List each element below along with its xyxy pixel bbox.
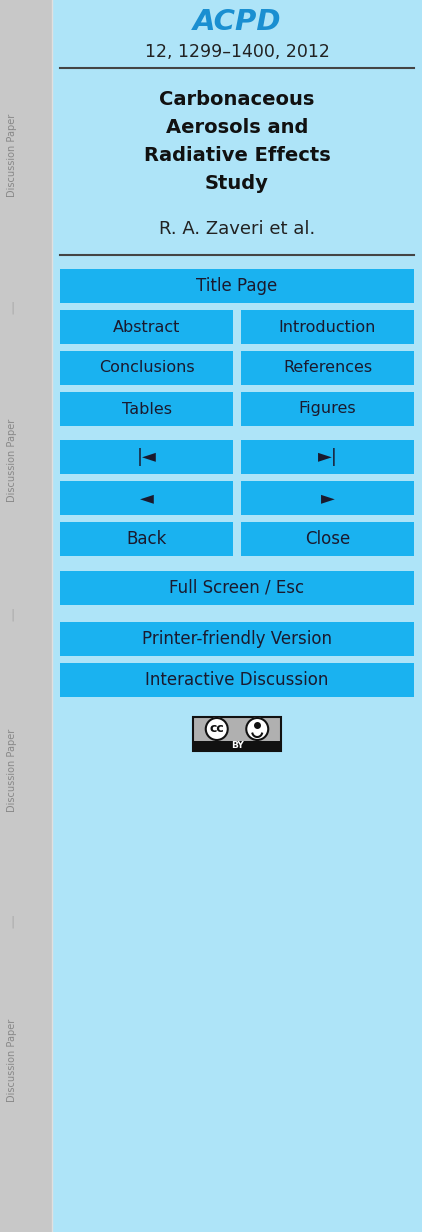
Text: Study: Study bbox=[205, 174, 269, 193]
FancyBboxPatch shape bbox=[60, 480, 233, 515]
Text: |◄: |◄ bbox=[137, 448, 157, 466]
Text: Carbonaceous: Carbonaceous bbox=[160, 90, 315, 108]
Circle shape bbox=[246, 718, 268, 740]
Text: |: | bbox=[11, 302, 15, 314]
FancyBboxPatch shape bbox=[60, 570, 414, 605]
Text: BY: BY bbox=[231, 742, 243, 750]
FancyBboxPatch shape bbox=[193, 740, 281, 752]
Text: ◄: ◄ bbox=[140, 489, 154, 508]
FancyBboxPatch shape bbox=[0, 0, 52, 1232]
Text: Close: Close bbox=[305, 530, 350, 548]
Text: Figures: Figures bbox=[299, 402, 356, 416]
Circle shape bbox=[206, 718, 228, 740]
Text: References: References bbox=[283, 361, 372, 376]
FancyBboxPatch shape bbox=[241, 522, 414, 556]
Text: Aerosols and: Aerosols and bbox=[166, 118, 308, 137]
FancyBboxPatch shape bbox=[60, 392, 233, 426]
FancyBboxPatch shape bbox=[60, 622, 414, 655]
Text: Back: Back bbox=[126, 530, 167, 548]
FancyBboxPatch shape bbox=[60, 269, 414, 303]
Text: ACPD: ACPD bbox=[193, 7, 281, 36]
FancyBboxPatch shape bbox=[60, 663, 414, 697]
FancyBboxPatch shape bbox=[241, 440, 414, 474]
Text: 12, 1299–1400, 2012: 12, 1299–1400, 2012 bbox=[145, 43, 330, 62]
Text: Introduction: Introduction bbox=[279, 319, 376, 335]
Text: |: | bbox=[11, 609, 15, 621]
FancyBboxPatch shape bbox=[193, 717, 281, 752]
FancyBboxPatch shape bbox=[60, 522, 233, 556]
Text: ►|: ►| bbox=[318, 448, 338, 466]
Text: Discussion Paper: Discussion Paper bbox=[8, 113, 17, 197]
FancyBboxPatch shape bbox=[241, 392, 414, 426]
FancyBboxPatch shape bbox=[241, 480, 414, 515]
Text: Radiative Effects: Radiative Effects bbox=[143, 147, 330, 165]
FancyBboxPatch shape bbox=[60, 310, 233, 344]
Text: R. A. Zaveri et al.: R. A. Zaveri et al. bbox=[159, 221, 315, 238]
FancyBboxPatch shape bbox=[241, 351, 414, 384]
Text: cc: cc bbox=[209, 722, 224, 736]
Text: Discussion Paper: Discussion Paper bbox=[8, 1019, 17, 1101]
Text: Title Page: Title Page bbox=[196, 277, 278, 294]
Text: Discussion Paper: Discussion Paper bbox=[8, 419, 17, 501]
Text: |: | bbox=[11, 915, 15, 929]
Text: Full Screen / Esc: Full Screen / Esc bbox=[170, 579, 305, 598]
Text: Tables: Tables bbox=[122, 402, 171, 416]
FancyBboxPatch shape bbox=[60, 440, 233, 474]
Text: Interactive Discussion: Interactive Discussion bbox=[145, 671, 329, 689]
Text: Printer-friendly Version: Printer-friendly Version bbox=[142, 630, 332, 648]
FancyBboxPatch shape bbox=[241, 310, 414, 344]
Text: Discussion Paper: Discussion Paper bbox=[8, 728, 17, 812]
Text: Abstract: Abstract bbox=[113, 319, 180, 335]
Text: ►: ► bbox=[321, 489, 335, 508]
Text: Conclusions: Conclusions bbox=[99, 361, 194, 376]
FancyBboxPatch shape bbox=[60, 351, 233, 384]
